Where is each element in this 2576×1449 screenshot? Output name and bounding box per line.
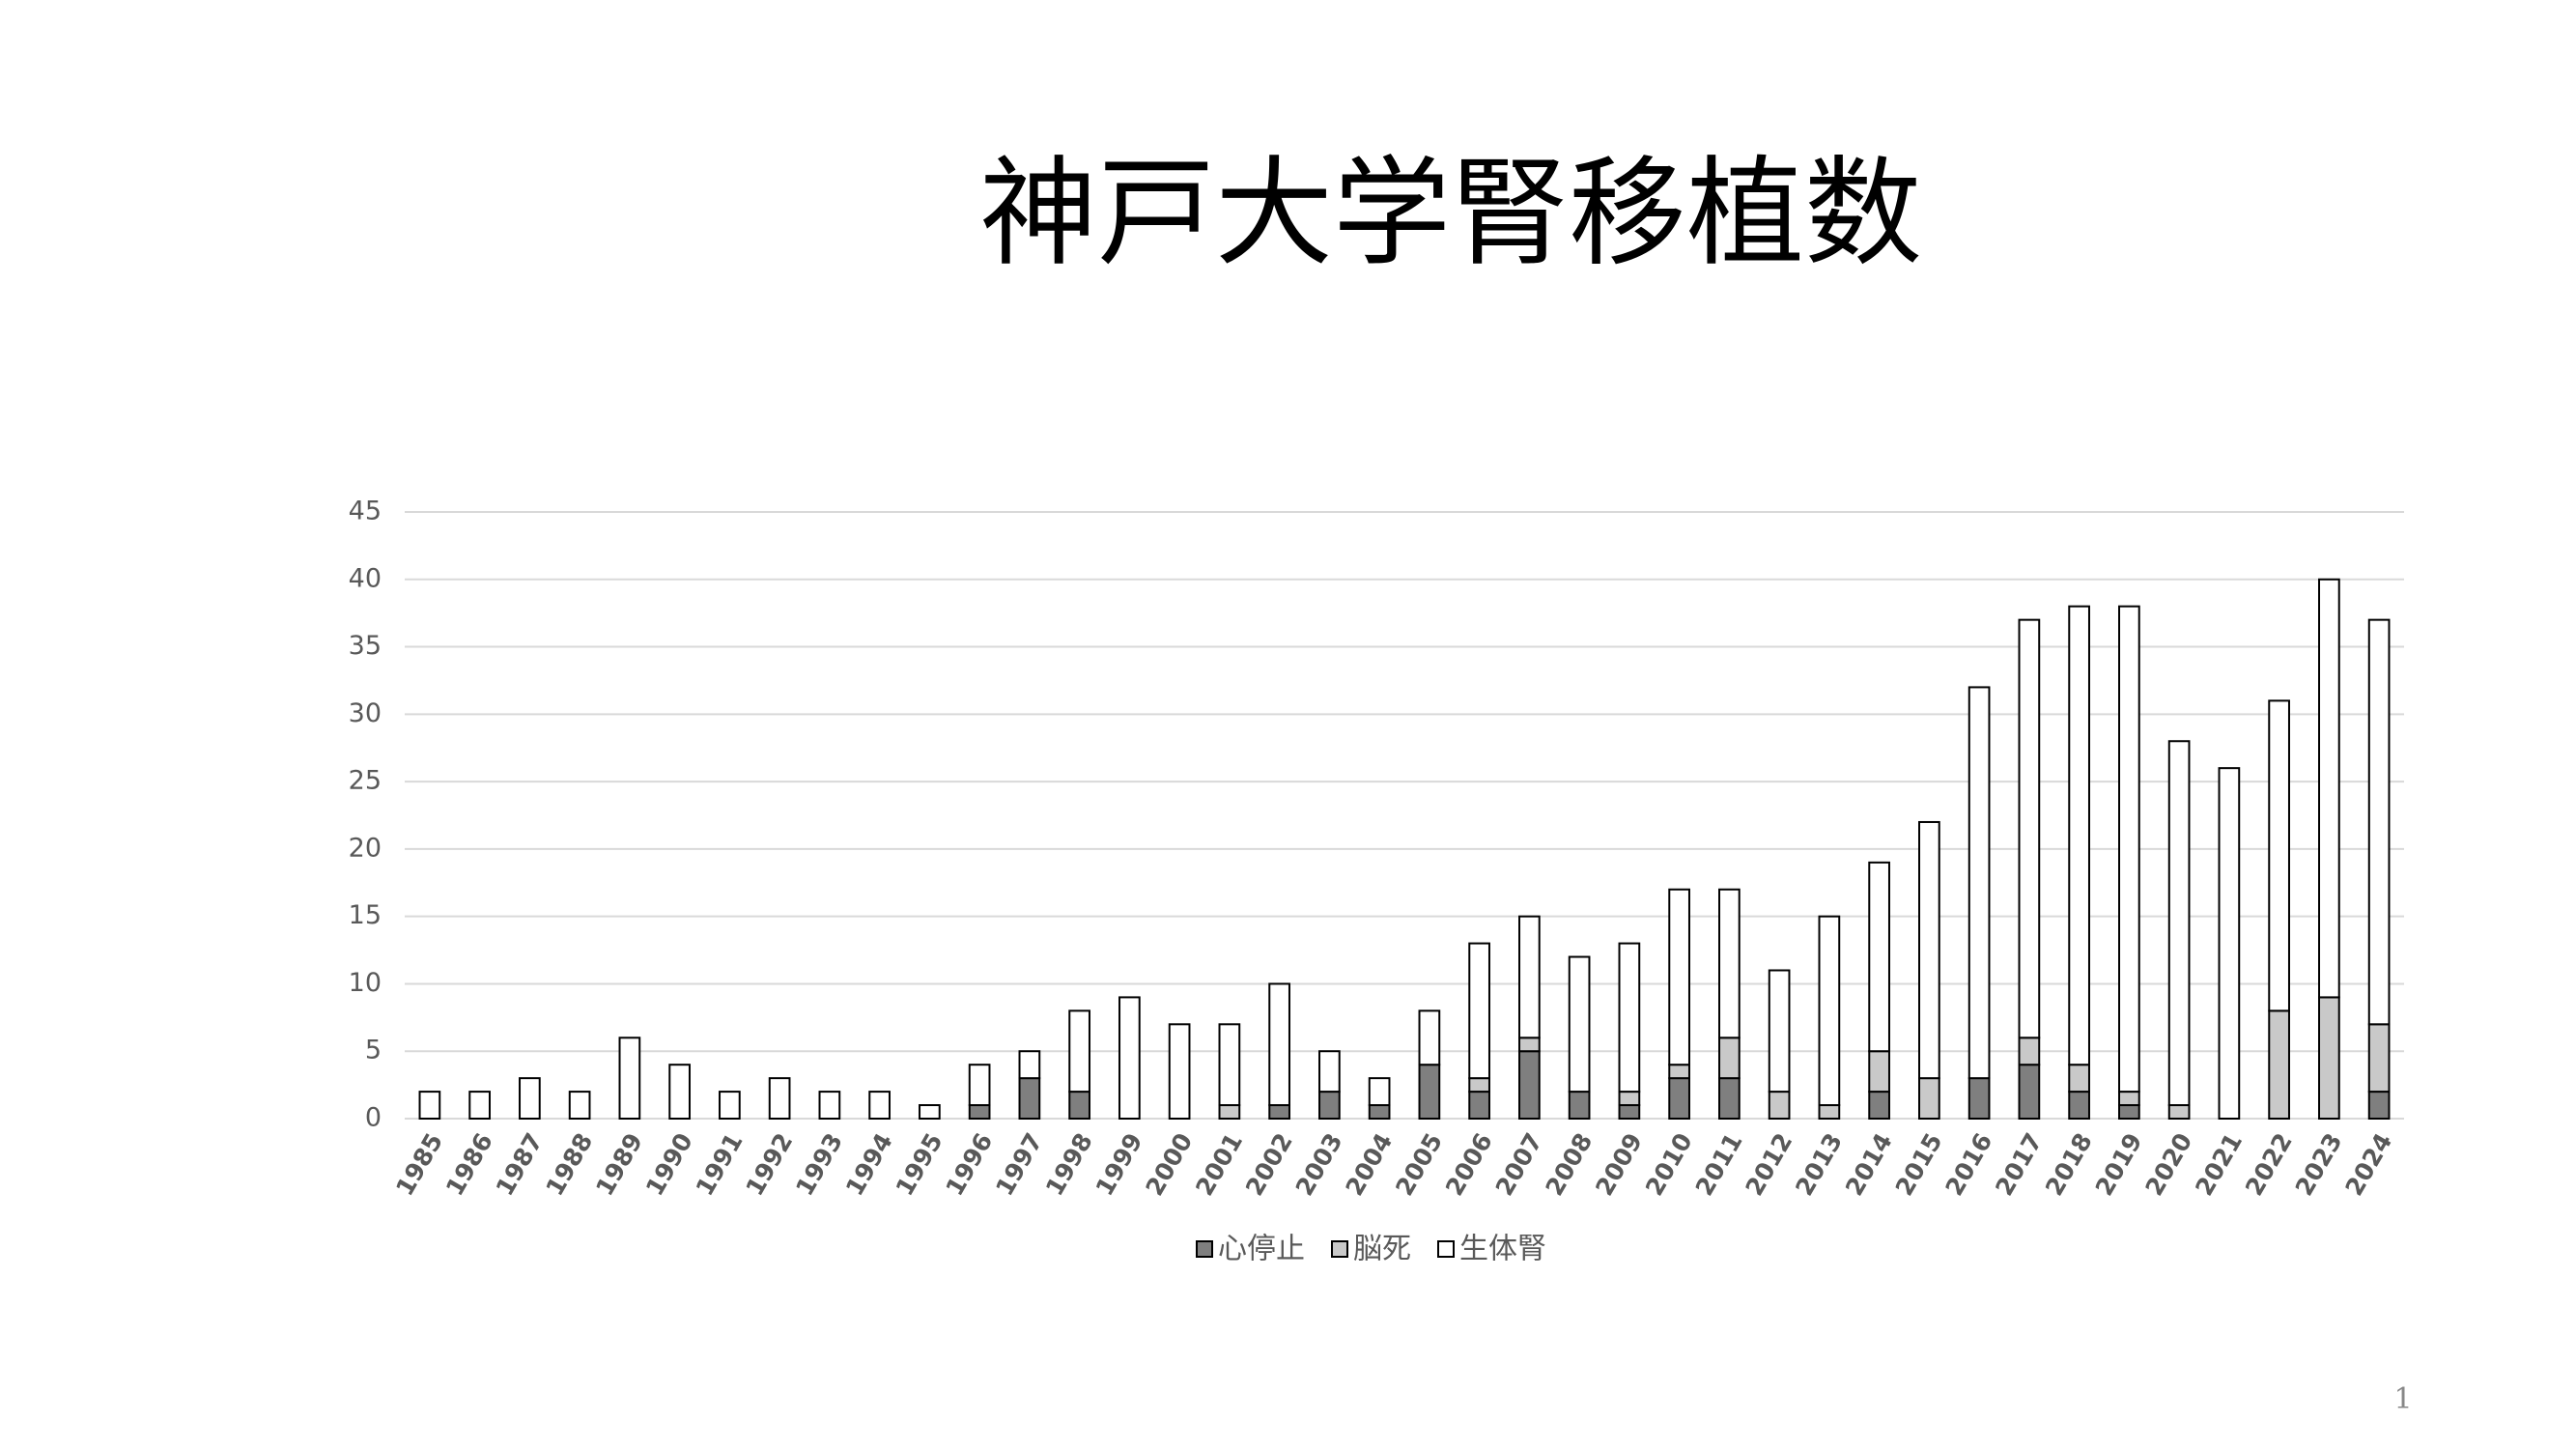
legend-swatch — [1437, 1240, 1455, 1258]
bar-segment — [2068, 605, 2090, 1066]
bar-segment — [2018, 1037, 2041, 1066]
bar-segment — [1368, 1104, 1391, 1120]
chart-title: 神戸大学腎移植数 — [979, 145, 1922, 282]
bar-segment — [768, 1077, 791, 1120]
bar-segment — [668, 1064, 691, 1120]
bar-segment — [719, 1091, 741, 1120]
bar-segment — [1868, 1091, 1890, 1120]
bar-segment — [1418, 1009, 1441, 1066]
bar-segment — [1568, 955, 1591, 1094]
bar-segment — [418, 1091, 441, 1120]
bar-segment — [1268, 982, 1290, 1107]
bar-segment — [1018, 1077, 1041, 1120]
bar-segment — [1468, 942, 1490, 1080]
bar-segment — [2268, 699, 2290, 1012]
legend-swatch — [1196, 1240, 1213, 1258]
legend-label: 脳死 — [1353, 1233, 1411, 1266]
y-tick-label: 15 — [349, 900, 382, 930]
bar-segment — [1518, 1037, 1541, 1053]
bar-segment — [1918, 820, 1940, 1080]
bar-segment — [2068, 1091, 2090, 1120]
bar-segment — [2018, 1064, 2041, 1120]
bar-segment — [1518, 1050, 1541, 1120]
bar-segment — [1468, 1077, 1490, 1094]
bar-segment — [2367, 1091, 2391, 1120]
bar-segment — [1118, 996, 1141, 1121]
bar-segment — [1868, 861, 1890, 1053]
legend-swatch — [1331, 1240, 1348, 1258]
bar-segment — [1518, 915, 1541, 1039]
bar-segment — [2167, 740, 2191, 1107]
bar-segment — [2118, 605, 2140, 1094]
y-tick-label: 0 — [365, 1103, 382, 1133]
bar-segment — [1818, 915, 1841, 1107]
bar-segment — [1868, 1050, 1890, 1094]
y-tick-label: 5 — [365, 1036, 382, 1065]
y-tick-label: 35 — [349, 631, 382, 661]
bar-segment — [1218, 1104, 1241, 1120]
bar-segment — [1668, 1077, 1690, 1120]
bar-segment — [2068, 1064, 2090, 1094]
bar-segment — [968, 1064, 991, 1107]
bar-segment — [2268, 1009, 2290, 1121]
bar-segment — [1918, 1077, 1940, 1120]
bar-segment — [1818, 1104, 1841, 1120]
legend-label: 生体腎 — [1459, 1233, 1546, 1266]
y-tick-label: 10 — [349, 968, 382, 998]
page-number: 1 — [2393, 1382, 2412, 1416]
bar-segment — [1718, 888, 1741, 1039]
bar-segment — [1718, 1037, 1741, 1080]
bar-segment — [468, 1091, 491, 1120]
bar-segment — [618, 1037, 641, 1121]
y-tick-label: 25 — [349, 766, 382, 796]
bar-segment — [2167, 1104, 2191, 1120]
bar-segment — [1618, 1104, 1641, 1120]
bar-segment — [1768, 969, 1791, 1094]
bar-segment — [1418, 1064, 1441, 1120]
bar-segment — [2318, 578, 2340, 999]
bar-segment — [1218, 1023, 1241, 1107]
bar-segment — [919, 1104, 941, 1120]
bar-segment — [1718, 1077, 1741, 1120]
bar-segment — [519, 1077, 541, 1120]
bar-segment — [868, 1091, 891, 1120]
bar-segment — [1318, 1091, 1341, 1120]
bar-segment — [1368, 1077, 1391, 1107]
bar-segment — [2218, 767, 2241, 1121]
y-tick-label: 45 — [349, 497, 382, 526]
bar-segment — [1668, 888, 1690, 1066]
bar-segment — [968, 1104, 991, 1120]
bar-segment — [1618, 1091, 1641, 1107]
bar-segment — [2018, 618, 2041, 1039]
bar-segment — [2367, 1023, 2391, 1094]
bar-segment — [1568, 1091, 1591, 1120]
y-tick-label: 40 — [349, 563, 382, 593]
bar-segment — [1068, 1009, 1090, 1094]
bar-segment — [2318, 996, 2340, 1121]
bar-segment — [1668, 1064, 1690, 1080]
legend-label: 心停止 — [1218, 1233, 1305, 1266]
bar-segment — [1468, 1091, 1490, 1120]
bar-segment — [1967, 686, 1991, 1080]
bar-segment — [1168, 1023, 1191, 1121]
bar-segment — [1018, 1050, 1041, 1080]
bar-segment — [568, 1091, 591, 1120]
bar-segment — [1967, 1077, 1991, 1120]
bar-segment — [2118, 1104, 2140, 1120]
bar-segment — [818, 1091, 841, 1120]
y-tick-label: 30 — [349, 698, 382, 728]
bar-segment — [1068, 1091, 1090, 1120]
bar-segment — [2118, 1091, 2140, 1107]
bar-segment — [1768, 1091, 1791, 1120]
bar-segment — [1268, 1104, 1290, 1120]
bar-segment — [2367, 618, 2391, 1026]
bar-segment — [1618, 942, 1641, 1094]
y-tick-label: 20 — [349, 833, 382, 863]
bar-segment — [1318, 1050, 1341, 1094]
